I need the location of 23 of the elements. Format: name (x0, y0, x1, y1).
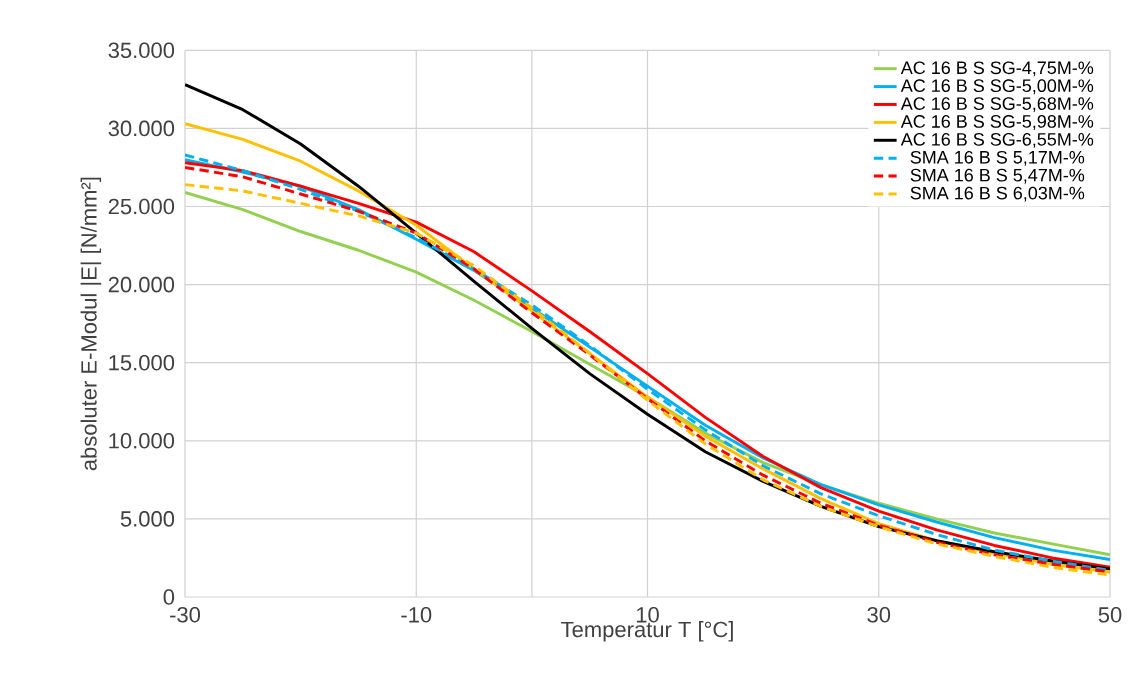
x-tick-label: 10 (636, 607, 659, 623)
legend-label: AC 16 B S SG-4,75M-% (900, 61, 1094, 77)
y-tick-label: 20.000 (108, 276, 175, 293)
y-tick-label: 35.000 (108, 42, 175, 59)
x-axis-title: Temperatur T [°C] (561, 621, 733, 642)
legend-label: SMA 16 B S 5,17M-% (910, 150, 1085, 166)
x-tick-label: -10 (401, 607, 432, 623)
y-tick-label: 25.000 (108, 198, 175, 215)
y-tick-label: 10.000 (109, 433, 175, 449)
legend-label: SMA 16 B S 5,47M-% (910, 168, 1085, 184)
y-tick-label: 0 (163, 589, 175, 605)
legend-label: SMA 16 B S 6,03M-% (910, 186, 1085, 202)
y-tick-label: 15.000 (109, 354, 175, 371)
legend-label: AC 16 B S SG-5,00M-% (900, 79, 1094, 95)
x-tick-label: -30 (170, 607, 201, 623)
y-axis-title: absoluter E-Modul |E| [N/mm²] (80, 177, 102, 471)
x-tick-label: 30 (867, 607, 891, 623)
legend-label: AC 16 B S SG-5,98M-% (900, 115, 1094, 130)
legend-label: AC 16 B S SG-6,55M-% (900, 133, 1094, 148)
legend-label: AC 16 B S SG-5,68M-% (900, 97, 1094, 113)
y-tick-label: 30.000 (108, 120, 175, 137)
x-tick-label: 50 (1098, 607, 1122, 623)
y-tick-label: 5.000 (120, 511, 175, 527)
